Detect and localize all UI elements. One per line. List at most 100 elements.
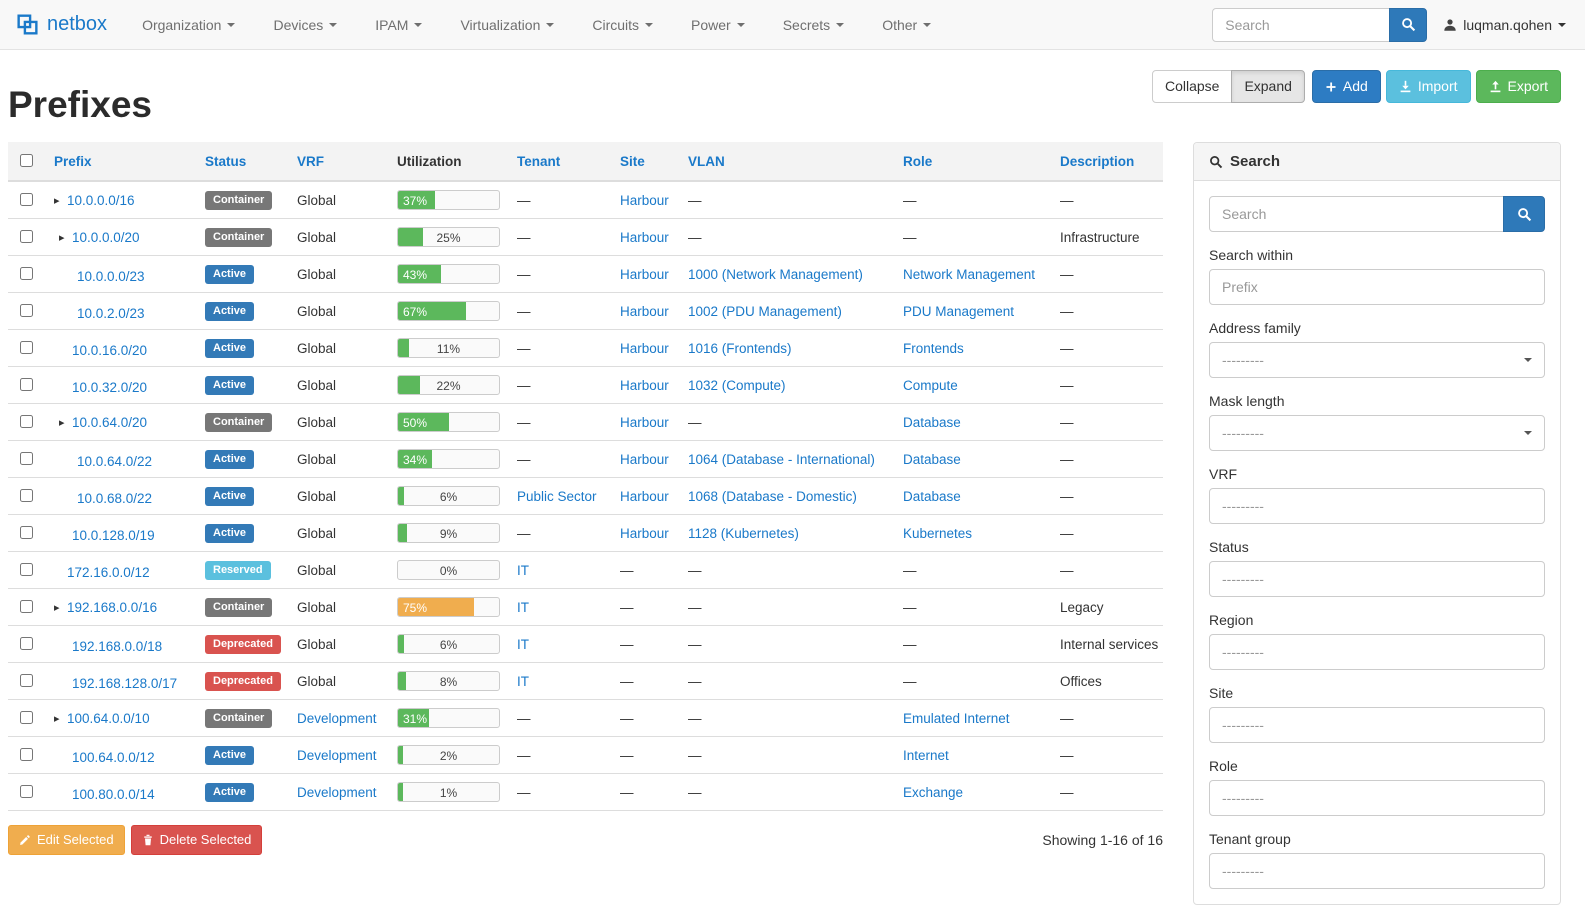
site-link[interactable]: Harbour <box>620 377 669 393</box>
nav-item-organization[interactable]: Organization <box>123 2 254 48</box>
prefix-link[interactable]: 10.0.32.0/20 <box>72 379 148 395</box>
filter-select-tenant-group[interactable]: --------- <box>1209 853 1545 889</box>
row-checkbox[interactable] <box>20 304 33 317</box>
role-link[interactable]: Frontends <box>903 340 964 356</box>
tenant-link[interactable]: IT <box>517 562 529 578</box>
expand-toggle-icon[interactable]: ▸ <box>59 232 65 244</box>
expand-toggle-icon[interactable]: ▸ <box>59 417 65 429</box>
row-checkbox[interactable] <box>20 526 33 539</box>
filter-select-vrf[interactable]: --------- <box>1209 488 1545 524</box>
prefix-link[interactable]: 192.168.0.0/18 <box>72 638 163 654</box>
role-link[interactable]: Database <box>903 488 961 504</box>
tenant-link[interactable]: Public Sector <box>517 488 597 504</box>
row-checkbox[interactable] <box>20 452 33 465</box>
row-checkbox[interactable] <box>20 748 33 761</box>
prefix-link[interactable]: 192.168.128.0/17 <box>72 675 178 691</box>
prefix-link[interactable]: 10.0.68.0/22 <box>77 490 153 506</box>
expand-toggle-icon[interactable]: ▸ <box>54 195 60 207</box>
delete-selected-button[interactable]: Delete Selected <box>130 825 263 855</box>
role-link[interactable]: Kubernetes <box>903 525 973 541</box>
row-checkbox[interactable] <box>20 563 33 576</box>
site-link[interactable]: Harbour <box>620 525 669 541</box>
prefix-link[interactable]: 10.0.64.0/22 <box>77 453 153 469</box>
row-checkbox[interactable] <box>20 378 33 391</box>
vlan-link[interactable]: 1068 (Database - Domestic) <box>688 488 857 504</box>
row-checkbox[interactable] <box>20 674 33 687</box>
row-checkbox[interactable] <box>20 600 33 613</box>
row-checkbox[interactable] <box>20 785 33 798</box>
expand-button[interactable]: Expand <box>1231 70 1305 103</box>
nav-item-secrets[interactable]: Secrets <box>764 2 863 48</box>
column-sort-link[interactable]: Site <box>620 153 645 169</box>
column-sort-link[interactable]: Role <box>903 153 933 169</box>
filter-input-search-within[interactable] <box>1209 269 1545 305</box>
column-sort-link[interactable]: Status <box>205 153 247 169</box>
expand-toggle-icon[interactable]: ▸ <box>54 602 60 614</box>
prefix-link[interactable]: 10.0.0.0/23 <box>77 268 145 284</box>
filter-select-region[interactable]: --------- <box>1209 634 1545 670</box>
column-sort-link[interactable]: Prefix <box>54 153 92 169</box>
column-sort-link[interactable]: Tenant <box>517 153 561 169</box>
sidebar-search-input[interactable] <box>1209 196 1504 232</box>
tenant-link[interactable]: IT <box>517 673 529 689</box>
filter-select-status[interactable]: --------- <box>1209 561 1545 597</box>
nav-item-virtualization[interactable]: Virtualization <box>441 2 573 48</box>
import-button[interactable]: Import <box>1385 70 1471 103</box>
row-checkbox[interactable] <box>20 489 33 502</box>
prefix-link[interactable]: 100.64.0.0/12 <box>72 749 155 765</box>
nav-item-other[interactable]: Other <box>863 2 950 48</box>
filter-select-role[interactable]: --------- <box>1209 780 1545 816</box>
sidebar-search-button[interactable] <box>1503 196 1545 232</box>
filter-select-address-family[interactable]: --------- <box>1209 342 1545 378</box>
prefix-link[interactable]: 100.80.0.0/14 <box>72 786 155 802</box>
column-sort-link[interactable]: VLAN <box>688 153 725 169</box>
user-menu[interactable]: luqman.qohen <box>1443 17 1570 33</box>
tenant-link[interactable]: IT <box>517 599 529 615</box>
nav-item-ipam[interactable]: IPAM <box>356 2 441 48</box>
edit-selected-button[interactable]: Edit Selected <box>8 825 125 855</box>
export-button[interactable]: Export <box>1475 70 1561 103</box>
prefix-link[interactable]: 10.0.128.0/19 <box>72 527 155 543</box>
role-link[interactable]: Database <box>903 414 961 430</box>
prefix-link[interactable]: 192.168.0.0/16 <box>67 600 158 615</box>
vlan-link[interactable]: 1002 (PDU Management) <box>688 303 842 319</box>
site-link[interactable]: Harbour <box>620 266 669 282</box>
role-link[interactable]: PDU Management <box>903 303 1015 319</box>
role-link[interactable]: Compute <box>903 377 958 393</box>
prefix-link[interactable]: 10.0.16.0/20 <box>72 342 148 358</box>
global-search-input[interactable] <box>1212 7 1391 42</box>
expand-toggle-icon[interactable]: ▸ <box>54 713 60 725</box>
global-search-button[interactable] <box>1389 7 1428 42</box>
nav-item-power[interactable]: Power <box>672 2 764 48</box>
row-checkbox[interactable] <box>20 637 33 650</box>
vrf-link[interactable]: Development <box>297 710 377 726</box>
column-sort-link[interactable]: VRF <box>297 153 324 169</box>
role-link[interactable]: Emulated Internet <box>903 710 1010 726</box>
row-checkbox[interactable] <box>20 415 33 428</box>
site-link[interactable]: Harbour <box>620 229 669 245</box>
netbox-brand[interactable]: netbox <box>15 12 107 37</box>
nav-item-devices[interactable]: Devices <box>254 2 356 48</box>
row-checkbox[interactable] <box>20 267 33 280</box>
add-button[interactable]: Add <box>1311 70 1381 103</box>
role-link[interactable]: Internet <box>903 747 949 763</box>
site-link[interactable]: Harbour <box>620 340 669 356</box>
vlan-link[interactable]: 1128 (Kubernetes) <box>688 525 799 541</box>
row-checkbox[interactable] <box>20 711 33 724</box>
vrf-link[interactable]: Development <box>297 747 377 763</box>
row-checkbox[interactable] <box>20 230 33 243</box>
role-link[interactable]: Network Management <box>903 266 1036 282</box>
vlan-link[interactable]: 1000 (Network Management) <box>688 266 863 282</box>
collapse-button[interactable]: Collapse <box>1151 70 1233 103</box>
vlan-link[interactable]: 1032 (Compute) <box>688 377 786 393</box>
vlan-link[interactable]: 1064 (Database - International) <box>688 451 875 467</box>
prefix-link[interactable]: 100.64.0.0/10 <box>67 711 150 726</box>
filter-select-site[interactable]: --------- <box>1209 707 1545 743</box>
site-link[interactable]: Harbour <box>620 451 669 467</box>
nav-item-circuits[interactable]: Circuits <box>573 2 672 48</box>
site-link[interactable]: Harbour <box>620 488 669 504</box>
site-link[interactable]: Harbour <box>620 414 669 430</box>
prefix-link[interactable]: 10.0.0.0/16 <box>67 193 135 208</box>
prefix-link[interactable]: 172.16.0.0/12 <box>67 564 150 580</box>
column-sort-link[interactable]: Description <box>1060 153 1135 169</box>
